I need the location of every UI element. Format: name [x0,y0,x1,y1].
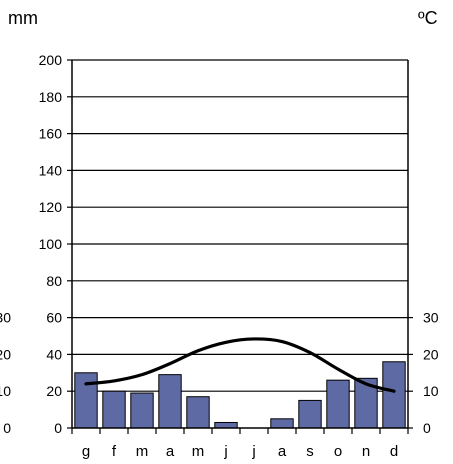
right-axis-tick-label: 20 [423,346,439,362]
left-axis-tick-label: 160 [39,126,63,142]
right-axis-ticks: 0 10 20 30 [408,310,439,436]
left-axis-tick-label: 120 [39,199,63,215]
month-label: d [390,443,398,460]
precipitation-bar [74,372,98,429]
gridlines [72,59,408,392]
left-secondary-tick-label: 20 [0,346,11,362]
left-axis-tick-label: 100 [39,236,63,252]
precipitation-bar [214,421,238,429]
left-axis-tick-label: 60 [46,310,62,326]
left-axis-tick-label: 0 [54,420,62,436]
temperature-series [84,337,396,393]
month-label: a [278,443,287,460]
right-axis-tick-label: 10 [423,383,439,399]
precipitation-bar [298,399,322,429]
left-secondary-tick-label: 30 [0,310,11,326]
precipitation-bar [102,390,126,429]
left-axis-tick-label: 200 [39,52,63,68]
right-axis-unit: ºC [418,8,438,28]
precipitation-bar [130,392,154,429]
precipitation-bars [74,361,406,429]
left-axis-tick-label: 80 [46,273,62,289]
precipitation-bar [326,379,350,429]
left-axis-tick-label: 20 [46,383,62,399]
left-axis-tick-label: 40 [46,346,62,362]
left-axis-ticks: 0 20 40 60 80 100 120 140 160 180 200 [39,52,72,436]
month-label: j [251,443,255,460]
month-label: o [334,443,342,460]
precipitation-bar [382,361,406,429]
precipitation-bar [270,418,294,429]
left-axis-unit: mm [8,8,38,28]
month-label: s [306,443,314,460]
right-axis-tick-label: 30 [423,310,439,326]
left-secondary-tick-label: 0 [3,420,11,436]
left-axis-tick-label: 180 [39,89,63,105]
month-label: m [192,443,205,460]
right-axis-tick-label: 0 [423,420,431,436]
month-label: g [82,443,90,460]
left-secondary-ticks: 30 20 10 0 [0,310,11,436]
temperature-line [84,337,396,393]
precipitation-bar [158,374,182,429]
month-label: a [166,443,175,460]
month-label: f [112,443,117,460]
precipitation-bar [186,396,210,429]
month-label: j [223,443,227,460]
month-label: m [136,443,149,460]
left-axis-tick-label: 140 [39,162,63,178]
left-secondary-tick-label: 10 [0,383,11,399]
month-label: n [362,443,370,460]
